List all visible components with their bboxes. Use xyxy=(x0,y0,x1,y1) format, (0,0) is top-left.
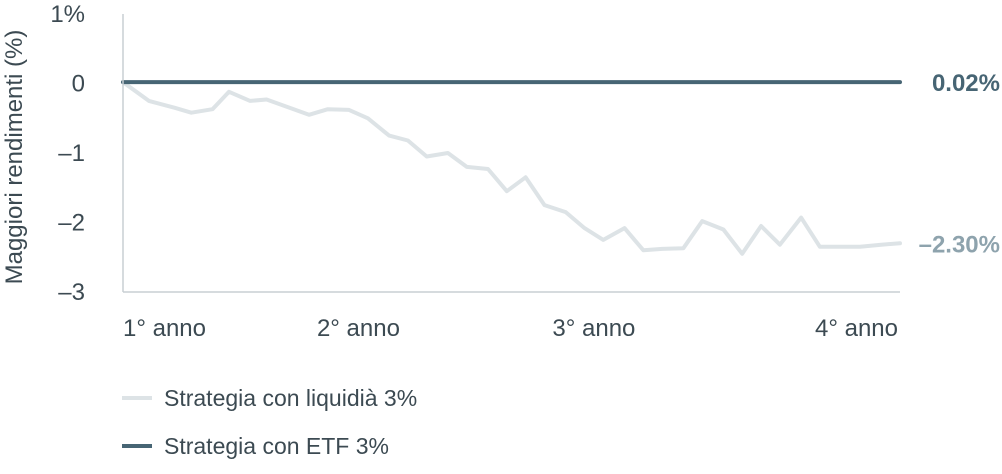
chart: 1% 0 –1 –2 –3 1° anno 2° anno 3° anno 4° anno –… xyxy=(1,1,1000,459)
legend-swatch-cash xyxy=(122,396,152,400)
y-tick-label: 1% xyxy=(50,1,85,28)
legend-label-cash: Strategia con liquidià 3% xyxy=(164,384,418,411)
legend: Strategia con liquidià 3% Strategia con … xyxy=(122,378,417,474)
y-axis-title: Maggiori rendimenti (%) xyxy=(1,30,28,285)
legend-item-cash: Strategia con liquidià 3% xyxy=(122,378,417,418)
legend-label-etf: Strategia con ETF 3% xyxy=(164,432,389,459)
line-chart-svg: 1% 0 –1 –2 –3 1° anno 2° anno 3° anno 4° anno –… xyxy=(1,1,1000,342)
x-tick-label: 4° anno xyxy=(815,315,898,342)
series-line-cash xyxy=(121,80,902,256)
y-tick-label: 0 xyxy=(72,71,85,98)
x-tick-label: 1° anno xyxy=(123,315,206,342)
x-tick-label: 3° anno xyxy=(552,315,635,342)
legend-swatch-etf xyxy=(122,444,152,448)
end-label-cash: –2.30% xyxy=(919,231,1000,258)
y-tick-label: –3 xyxy=(58,279,85,306)
end-label-etf: 0.02% xyxy=(932,70,1000,97)
legend-item-etf: Strategia con ETF 3% xyxy=(122,426,417,466)
x-tick-label: 2° anno xyxy=(317,315,400,342)
y-tick-label: –1 xyxy=(58,140,85,167)
y-tick-label: –2 xyxy=(58,210,85,237)
